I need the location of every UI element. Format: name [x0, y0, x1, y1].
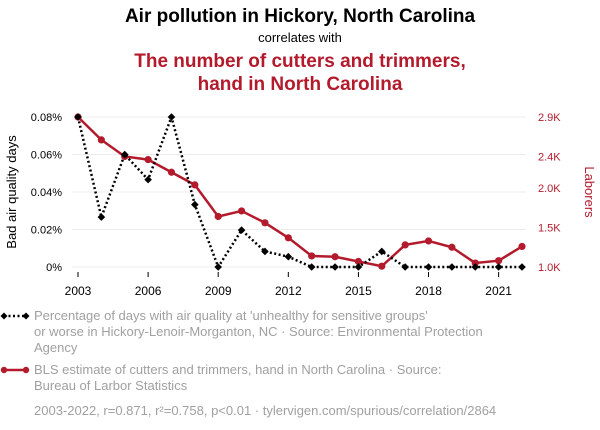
series-air-quality-point: [237, 226, 246, 234]
series-laborers-point: [518, 242, 526, 251]
footer-stats: 2003-2022, r=0.871, r²=0.758, p<0.01 · t…: [34, 403, 496, 418]
series-air-quality-point: [261, 247, 269, 256]
series-air-quality-point: [494, 263, 503, 271]
chart-title-secondary-line2: hand in North Carolina: [198, 74, 403, 95]
legend-series1-line2: or worse in Hickory-Lenoir-Morganton, NC…: [34, 324, 483, 339]
x-tick-label: 2021: [485, 284, 512, 298]
series-laborers-point: [214, 212, 222, 221]
x-tick-label: 2015: [345, 284, 372, 298]
series-air-quality-point: [214, 263, 223, 271]
y-axis-left-label: Bad air quality days: [4, 135, 19, 249]
y-left-tick-label: 0.02%: [31, 225, 62, 237]
series-air-quality: [74, 113, 526, 271]
legend-series2-marker-right: [22, 366, 30, 374]
series-laborers-point: [191, 181, 199, 189]
series-air-quality-point: [331, 263, 339, 271]
series-air-quality-point: [448, 263, 456, 271]
legend-series1-marker-right: [22, 312, 30, 320]
series-air-quality-point: [74, 113, 82, 121]
legend-series1-marker-left: [0, 312, 8, 320]
y-right-tick-label: 1.0K: [538, 262, 561, 274]
series-laborers-point: [495, 257, 503, 265]
series-air-quality-point: [307, 263, 316, 271]
y-left-tick-label: 0.06%: [31, 150, 62, 162]
y-left-tick-label: 0.08%: [31, 112, 62, 124]
series-air-quality-point: [97, 213, 106, 221]
legend-series1-line1: Percentage of days with air quality at '…: [34, 308, 428, 323]
series-laborers-point: [261, 219, 269, 227]
series-air-quality-point: [284, 252, 293, 261]
series-air-quality-point: [401, 263, 409, 271]
y-left-tick-label: 0.04%: [31, 187, 62, 199]
series-laborers-point: [378, 262, 386, 270]
x-tick-label: 2003: [65, 284, 92, 298]
legend-series1-line3: Agency: [34, 340, 78, 355]
series-laborers-point: [471, 259, 479, 267]
legend-series2-line1: BLS estimate of cutters and trimmers, ha…: [34, 362, 442, 377]
y-right-tick-label: 2.0K: [538, 183, 561, 195]
series-laborers-point: [237, 207, 246, 215]
series-laborers-point: [97, 136, 105, 144]
chart-title: Air pollution in Hickory, North Carolina: [125, 6, 476, 27]
series-air-quality-point: [120, 150, 129, 159]
y-left-tick-label: 0%: [46, 262, 62, 274]
series-laborers-point: [167, 168, 176, 176]
series-air-quality-point: [144, 175, 152, 184]
series-laborers-line: [77, 116, 523, 268]
legend-series2-line2: Bureau of Larbor Statistics: [34, 378, 188, 393]
y-right-tick-label: 1.5K: [538, 223, 561, 235]
series-laborers-point: [354, 257, 363, 266]
y-right-tick-label: 2.4K: [538, 151, 561, 163]
series-laborers-point: [284, 234, 292, 242]
series-air-quality-point: [424, 263, 433, 271]
axis-ticks: 0% 0.02% 0.04% 0.06% 0.08% 1.0K 1.5K 2.0K 2.4K 2.…: [31, 112, 561, 298]
x-tick-label: 2018: [415, 284, 442, 298]
series-laborers-point: [401, 241, 409, 249]
y-right-tick-label: 2.9K: [538, 112, 561, 124]
series-laborers-point: [424, 237, 433, 245]
series-air-quality-line: [76, 115, 522, 269]
series-laborers-point: [144, 156, 152, 164]
chart-title-secondary-line1: The number of cutters and trimmers,: [134, 51, 466, 72]
series-air-quality-point: [167, 113, 176, 121]
x-tick-label: 2009: [205, 284, 232, 298]
y-axis-right-label: Laborers: [582, 166, 597, 218]
series-laborers-point: [308, 252, 316, 260]
x-tick-label: 2012: [275, 284, 302, 298]
series-air-quality-point: [191, 200, 199, 209]
legend: Percentage of days with air quality at '…: [0, 308, 483, 393]
series-air-quality-point: [518, 263, 526, 271]
series-air-quality-point: [377, 247, 386, 256]
legend-series2-marker-left: [0, 366, 8, 374]
series-laborers-point: [331, 253, 339, 261]
grid-lines: [72, 116, 526, 268]
chart-subtitle: correlates with: [258, 30, 342, 45]
x-tick-label: 2006: [135, 284, 162, 298]
series-air-quality-point: [354, 263, 363, 271]
series-laborers-point: [448, 243, 456, 251]
series-air-quality-point: [471, 263, 480, 271]
